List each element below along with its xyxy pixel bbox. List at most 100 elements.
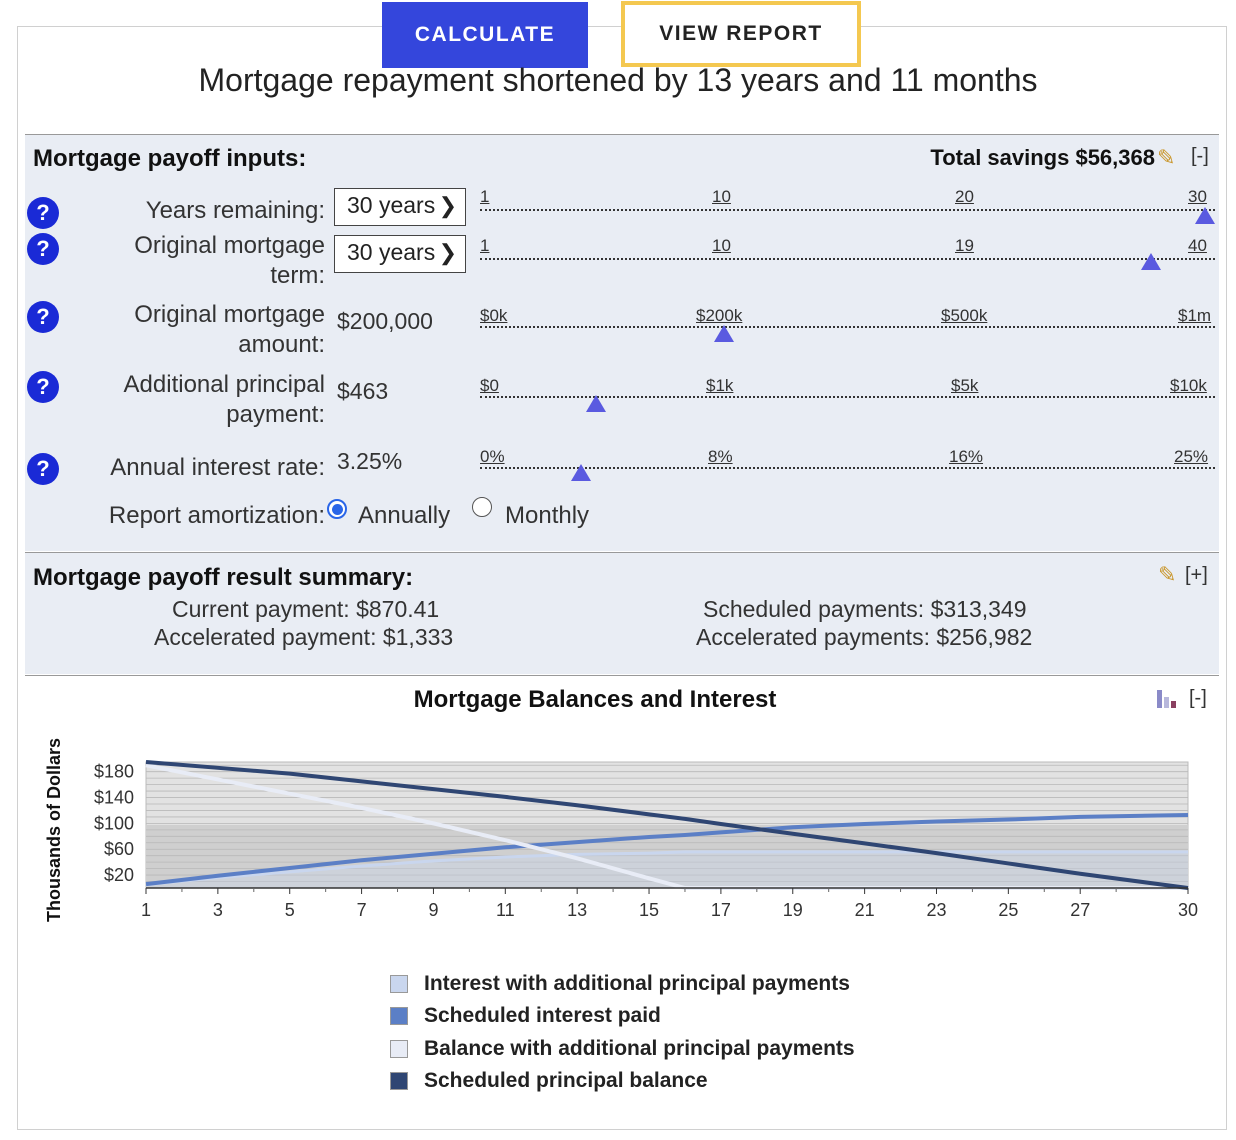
help-years-remaining-icon[interactable]: ?: [27, 197, 59, 229]
x-tick-label: 27: [1070, 900, 1090, 920]
accelerated-payments: Accelerated payments: $256,982: [696, 624, 1033, 650]
mortgage-term-label: Original mortgage term:: [134, 232, 325, 289]
legend-label: Interest with additional principal payme…: [424, 972, 850, 995]
series-line: [145, 850, 1188, 887]
slider-track: [480, 209, 1215, 211]
area-interest-additional: [146, 851, 1188, 888]
years-remaining-label: Years remaining:: [145, 197, 325, 224]
slider-tick: 8%: [708, 447, 733, 466]
y-tick-label: $100: [94, 813, 134, 833]
slider-tick: 16%: [949, 447, 984, 466]
radio-monthly[interactable]: [472, 497, 492, 517]
legend-swatch: [390, 1072, 408, 1090]
legend-label: Scheduled interest paid: [424, 1004, 661, 1027]
x-tick-label: 9: [428, 900, 438, 920]
slider-tick: 25%: [1174, 447, 1209, 466]
years-remaining-slider[interactable]: 1 10 20 30: [480, 187, 1215, 224]
y-axis-label: Thousands of Dollars: [44, 738, 64, 922]
mortgage-amount-slider[interactable]: $0k $200k $500k $1m: [480, 306, 1215, 346]
collapse-chart-toggle[interactable]: [-]: [1189, 687, 1207, 709]
legend-swatch: [390, 1007, 408, 1025]
slider-tick: 19: [955, 236, 974, 255]
mortgage-term-slider[interactable]: 1 10 19 40: [480, 236, 1215, 270]
edit-pencil-icon[interactable]: ✎: [1158, 562, 1177, 587]
additional-principal-slider[interactable]: $0 $1k $5k $10k: [480, 376, 1215, 416]
view-report-button[interactable]: VIEW REPORT: [621, 1, 861, 67]
y-tick-label: $140: [94, 788, 134, 808]
slider-thumb[interactable]: [586, 395, 606, 412]
x-tick-label: 11: [496, 900, 515, 920]
slider-thumb[interactable]: [1141, 253, 1161, 270]
help-additional-principal-icon[interactable]: ?: [27, 371, 59, 403]
slider-thumb[interactable]: [714, 325, 734, 342]
mortgage-amount-label: Original mortgage amount:: [134, 301, 325, 358]
x-tick-label: 25: [998, 900, 1018, 920]
interest-rate-slider[interactable]: 0% 8% 16% 25%: [480, 447, 1215, 487]
radio-monthly-label[interactable]: Monthly: [505, 502, 590, 529]
interest-rate-value[interactable]: 3.25%: [337, 448, 403, 474]
x-tick-label: 17: [711, 900, 731, 920]
series-line: [145, 812, 1189, 887]
expand-summary-toggle[interactable]: [+]: [1185, 564, 1208, 586]
x-tick-label: 21: [855, 900, 875, 920]
x-tick-label: 15: [639, 900, 659, 920]
slider-tick: $1m: [1178, 306, 1212, 325]
chart-panel: Mortgage Balances and Interest [-]: [25, 675, 1219, 1115]
legend-swatch: [390, 1040, 408, 1058]
legend-item: Balance with additional principal paymen…: [390, 1037, 855, 1061]
slider-tick: $5k: [951, 376, 979, 395]
slider-tick: 1: [480, 187, 490, 206]
slider-tick: $0: [480, 376, 499, 395]
help-mortgage-amount-icon[interactable]: ?: [27, 301, 59, 333]
total-savings: Total savings $56,368: [930, 145, 1155, 170]
amortization-label: Report amortization:: [108, 502, 325, 529]
result-headline: Mortgage repayment shortened by 13 years…: [198, 62, 1038, 98]
slider-tick: $1k: [706, 376, 734, 395]
legend-label: Balance with additional principal paymen…: [424, 1037, 855, 1060]
summary-title: Mortgage payoff result summary:: [33, 564, 414, 591]
x-tick-label: 3: [213, 900, 223, 920]
series-line: [145, 760, 1189, 890]
scheduled-payments: Scheduled payments: $313,349: [703, 596, 1027, 622]
slider-tick: 10: [712, 236, 731, 255]
years-remaining-select[interactable]: 30 years ❯: [334, 188, 466, 226]
accelerated-payment: Accelerated payment: $1,333: [154, 624, 454, 650]
mortgage-term-select[interactable]: 30 years ❯: [334, 235, 466, 273]
mortgage-amount-value[interactable]: $200,000: [337, 308, 433, 334]
additional-principal-label: Additional principal payment:: [123, 371, 325, 428]
slider-tick: 0%: [480, 447, 505, 466]
calculate-button[interactable]: CALCULATE: [382, 2, 588, 68]
slider-thumb[interactable]: [571, 464, 591, 481]
slider-track: [480, 396, 1215, 398]
slider-tick: $500k: [941, 306, 988, 325]
slider-tick: 30: [1188, 187, 1207, 206]
legend-label: Scheduled principal balance: [424, 1069, 708, 1092]
slider-tick: 10: [712, 187, 731, 206]
y-tick-label: $60: [104, 839, 134, 859]
chart-title: Mortgage Balances and Interest: [413, 686, 777, 713]
legend-item: Scheduled principal balance: [390, 1069, 708, 1093]
slider-tick: 40: [1188, 236, 1207, 255]
help-mortgage-term-icon[interactable]: ?: [27, 233, 59, 265]
interest-rate-label: Annual interest rate:: [110, 454, 325, 481]
edit-pencil-icon[interactable]: ✎: [1157, 145, 1176, 170]
x-tick-label: 7: [357, 900, 367, 920]
collapse-inputs-toggle[interactable]: [-]: [1191, 145, 1209, 167]
y-tick-label: $180: [94, 762, 134, 782]
radio-annually[interactable]: [327, 499, 347, 519]
x-tick-label: 5: [285, 900, 295, 920]
additional-principal-value[interactable]: $463: [337, 378, 389, 404]
slider-thumb[interactable]: [1195, 207, 1215, 224]
legend-item: Interest with additional principal payme…: [390, 972, 850, 996]
payoff-inputs-panel: Mortgage payoff inputs: Total savings $5…: [25, 134, 1219, 551]
radio-annually-label[interactable]: Annually: [358, 502, 451, 529]
help-interest-rate-icon[interactable]: ?: [27, 453, 59, 485]
slider-track: [480, 258, 1215, 260]
inputs-title: Mortgage payoff inputs:: [33, 145, 307, 172]
bar-chart-icon[interactable]: [1155, 688, 1183, 710]
slider-tick: $10k: [1170, 376, 1207, 395]
slider-tick: 1: [480, 236, 490, 255]
slider-tick: $0k: [480, 306, 508, 325]
slider-track: [480, 467, 1215, 469]
result-summary-panel: Mortgage payoff result summary: ✎ [+] Cu…: [25, 552, 1219, 674]
